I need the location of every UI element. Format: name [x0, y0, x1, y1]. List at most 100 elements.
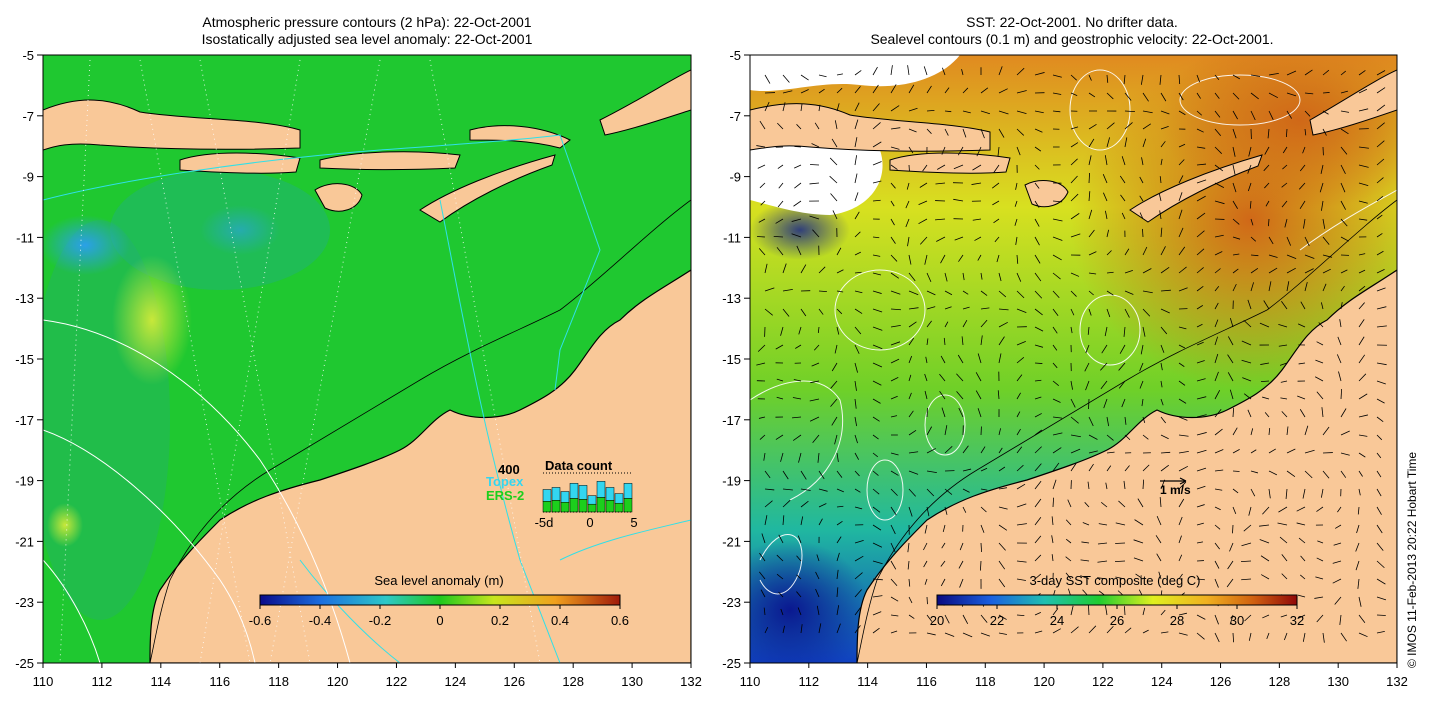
velocity-arrow	[998, 290, 1007, 298]
velocity-arrow	[926, 290, 936, 296]
velocity-arrow	[1158, 193, 1162, 202]
left-lon-tick-label: 128	[562, 674, 584, 689]
right-map: 1 m/s	[750, 55, 1397, 663]
velocity-arrow	[1178, 535, 1182, 544]
velocity-arrow	[780, 452, 784, 462]
velocity-arrow	[1160, 141, 1166, 148]
velocity-arrow	[1070, 272, 1080, 277]
velocity-arrow	[1142, 308, 1151, 317]
left-lat-tick-label: -11	[16, 230, 34, 245]
velocity-arrow	[1159, 497, 1162, 508]
velocity-arrow	[1178, 344, 1186, 349]
velocity-arrow	[980, 307, 990, 310]
velocity-arrow	[1196, 74, 1200, 83]
velocity-arrow	[1214, 408, 1222, 418]
velocity-arrow	[1286, 236, 1292, 246]
velocity-arrow	[1241, 578, 1252, 581]
velocity-arrow	[1124, 269, 1133, 274]
velocity-arrow	[1259, 322, 1270, 328]
velocity-arrow	[1340, 182, 1346, 193]
velocity-arrow	[935, 218, 946, 221]
topex-count-bar	[542, 489, 552, 502]
sla-negative-eddy	[43, 215, 130, 275]
velocity-arrow	[777, 164, 784, 169]
velocity-arrow	[830, 398, 838, 407]
velocity-arrow	[1103, 398, 1108, 409]
velocity-arrow	[1280, 614, 1288, 618]
right-lon-tick-label: 128	[1269, 674, 1291, 689]
velocity-arrow	[908, 470, 919, 475]
ers2-count-bar	[605, 500, 615, 513]
velocity-arrow	[1280, 397, 1288, 400]
velocity-arrow	[1070, 448, 1081, 454]
velocity-arrow	[1014, 218, 1018, 226]
left-title-line2: Isostatically adjusted sea level anomaly…	[202, 31, 533, 47]
velocity-arrow	[1115, 542, 1126, 544]
velocity-arrow	[836, 623, 841, 634]
velocity-arrow	[759, 571, 766, 580]
velocity-arrow	[1158, 571, 1162, 580]
velocity-arrow	[1340, 218, 1348, 227]
topex-count-bar	[614, 493, 624, 504]
velocity-arrow	[1115, 522, 1126, 526]
velocity-arrow	[809, 215, 820, 220]
velocity-arrow	[1250, 470, 1259, 474]
velocity-arrow	[1286, 92, 1297, 97]
velocity-arrow	[830, 193, 838, 202]
velocity-arrow	[1335, 524, 1342, 529]
velocity-arrow	[1178, 192, 1183, 202]
velocity-arrow	[1334, 596, 1342, 605]
velocity-arrow	[795, 344, 802, 349]
velocity-arrow	[919, 182, 928, 188]
velocity-arrow	[1052, 462, 1060, 472]
velocity-arrow	[924, 524, 928, 534]
velocity-arrow	[1321, 407, 1324, 418]
velocity-arrow	[1034, 110, 1044, 114]
sla-positive-eddy-2	[47, 503, 83, 547]
velocity-arrow	[1214, 234, 1224, 238]
velocity-arrow	[1070, 434, 1081, 438]
velocity-arrow	[926, 632, 936, 636]
left-panel: Atmospheric pressure contours (2 hPa): 2…	[15, 14, 702, 689]
velocity-arrow	[936, 164, 946, 170]
velocity-arrow	[872, 161, 882, 166]
velocity-arrow	[1016, 446, 1023, 454]
velocity-arrow	[1121, 156, 1126, 166]
velocity-arrow	[1196, 467, 1207, 472]
sst-colorbar-tick-label: 30	[1230, 613, 1244, 628]
data-count-axis-mid: 0	[586, 515, 593, 530]
velocity-arrow	[1160, 289, 1171, 292]
velocity-arrow	[1340, 285, 1345, 292]
velocity-arrow	[905, 200, 910, 209]
velocity-arrow	[872, 470, 879, 476]
velocity-arrow	[854, 540, 864, 544]
velocity-arrow	[1142, 138, 1147, 148]
velocity-arrow	[1052, 272, 1061, 280]
velocity-arrow	[811, 362, 820, 367]
velocity-arrow	[854, 470, 860, 477]
velocity-arrow	[1016, 464, 1024, 472]
velocity-arrow	[1358, 269, 1366, 274]
velocity-arrow	[829, 157, 838, 166]
velocity-arrow	[1232, 92, 1240, 100]
velocity-arrow	[778, 591, 784, 598]
velocity-arrow	[940, 578, 946, 587]
velocity-arrow	[1160, 266, 1170, 274]
velocity-arrow	[890, 105, 900, 112]
velocity-arrow	[1016, 357, 1025, 364]
velocity-arrow	[1104, 326, 1108, 337]
velocity-arrow	[1118, 362, 1126, 371]
velocity-arrow	[980, 272, 983, 280]
velocity-arrow	[764, 308, 773, 316]
sst-colorbar-ticks: 20 22 24 26 28 30 32	[930, 605, 1304, 628]
velocity-arrow	[1052, 290, 1060, 299]
velocity-arrow	[1124, 606, 1126, 616]
velocity-arrow	[977, 353, 982, 364]
velocity-arrow	[908, 451, 919, 454]
velocity-arrow	[1082, 522, 1090, 526]
velocity-arrow	[1214, 268, 1221, 274]
velocity-arrow	[1178, 92, 1184, 101]
velocity-arrow	[1281, 573, 1288, 580]
velocity-arrow	[1120, 194, 1126, 202]
velocity-arrow	[890, 614, 899, 617]
